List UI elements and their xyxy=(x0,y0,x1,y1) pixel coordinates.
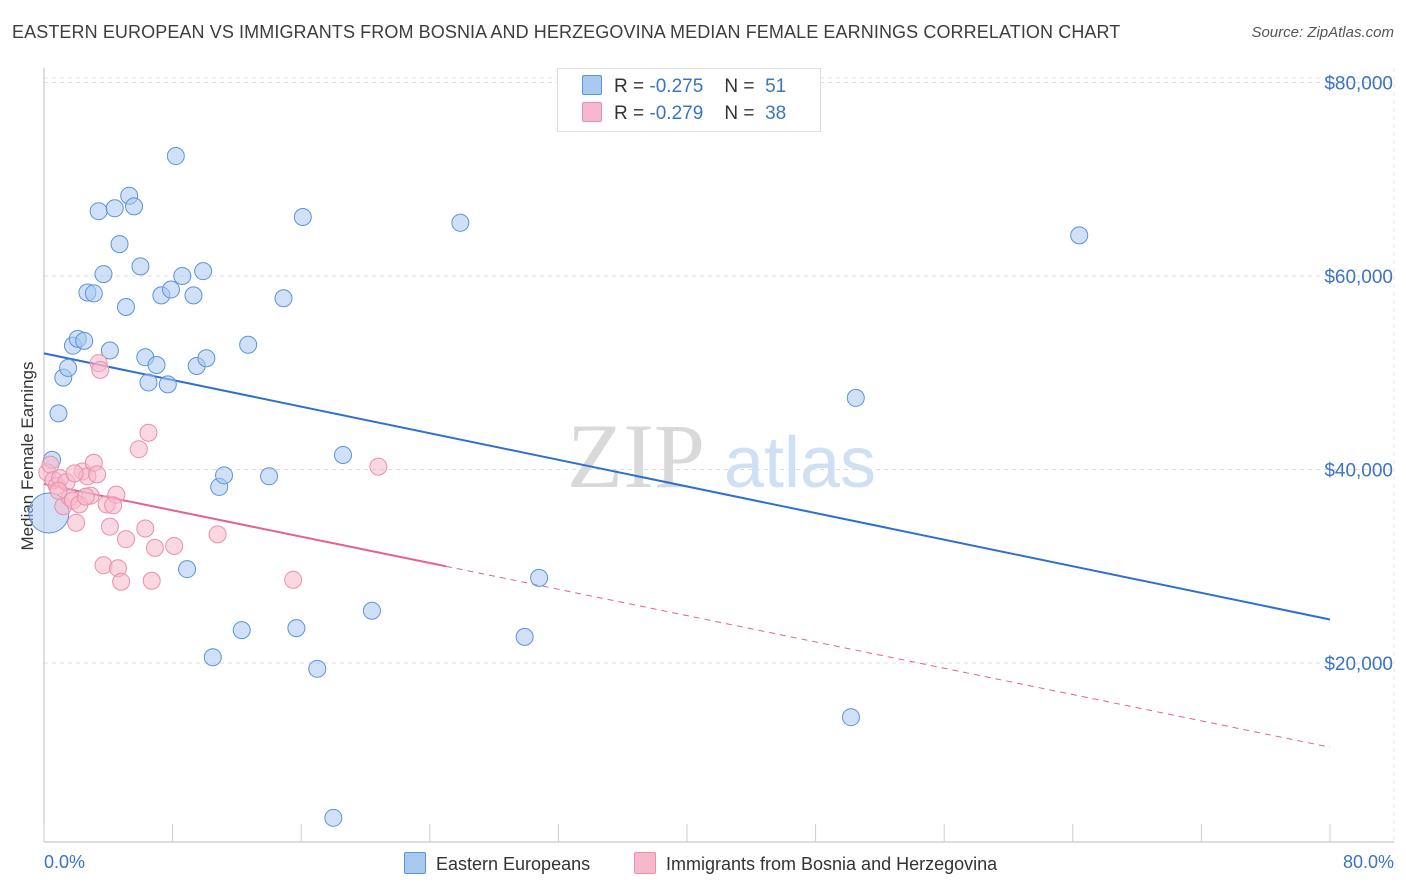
point-eastern xyxy=(89,202,108,221)
point-bosnia xyxy=(208,525,227,544)
r-value-bosnia: -0.279 xyxy=(649,103,704,124)
point-bosnia xyxy=(129,440,148,459)
point-eastern xyxy=(94,265,113,284)
chart-title: EASTERN EUROPEAN VS IMMIGRANTS FROM BOSN… xyxy=(12,22,1121,42)
point-eastern xyxy=(293,207,312,226)
y-tick-label: $20,000 xyxy=(1324,654,1393,675)
point-eastern xyxy=(274,289,293,308)
point-eastern xyxy=(49,404,68,423)
point-eastern xyxy=(125,197,144,216)
point-eastern xyxy=(203,648,222,667)
point-eastern xyxy=(161,280,180,299)
point-eastern xyxy=(84,284,103,303)
r-value-eastern: -0.275 xyxy=(649,76,704,97)
point-eastern xyxy=(59,358,78,377)
point-eastern xyxy=(147,356,166,375)
point-bosnia xyxy=(139,423,158,442)
point-eastern xyxy=(131,257,150,276)
data-points xyxy=(28,147,1089,827)
x-tick-label-min: 0.0% xyxy=(44,852,86,872)
point-bosnia xyxy=(65,464,84,483)
point-eastern xyxy=(1070,226,1089,245)
point-eastern xyxy=(166,147,185,166)
point-bosnia xyxy=(136,519,155,538)
point-eastern xyxy=(197,349,216,368)
n-value-bosnia: 38 xyxy=(765,103,787,124)
point-bosnia xyxy=(142,571,161,590)
point-bosnia xyxy=(116,530,135,549)
legend-item-eastern: Eastern Europeans xyxy=(404,852,590,876)
y-tick-label: $80,000 xyxy=(1324,74,1393,95)
point-bosnia xyxy=(112,572,131,591)
point-eastern xyxy=(530,568,549,587)
n-label: N = xyxy=(724,103,755,124)
watermark: ZIP atlas xyxy=(567,405,876,507)
point-bosnia xyxy=(76,487,95,506)
legend-row-eastern: R = -0.275 N = 51 xyxy=(582,75,786,99)
point-eastern xyxy=(194,262,213,281)
point-bosnia xyxy=(91,360,110,379)
legend-swatch-bosnia xyxy=(634,852,656,874)
source-note: Source: ZipAtlas.com xyxy=(1251,24,1394,41)
point-bosnia xyxy=(165,536,184,555)
legend-swatch-bosnia xyxy=(582,102,602,122)
point-bosnia xyxy=(104,496,123,515)
legend-label-eastern: Eastern Europeans xyxy=(436,854,591,874)
legend-row-bosnia: R = -0.279 N = 38 xyxy=(582,102,786,126)
point-eastern xyxy=(239,335,258,354)
point-eastern xyxy=(110,235,129,254)
point-eastern xyxy=(139,373,158,392)
point-eastern xyxy=(232,621,251,640)
point-eastern xyxy=(362,601,381,620)
point-eastern xyxy=(100,341,119,360)
legend-swatch-eastern xyxy=(582,75,602,95)
point-bosnia xyxy=(49,481,68,500)
point-bosnia xyxy=(100,517,119,536)
point-eastern xyxy=(260,467,279,486)
correlation-legend: R = -0.275 N = 51 R = -0.279 N = 38 xyxy=(557,68,821,132)
watermark-atlas: atlas xyxy=(724,423,876,503)
point-eastern xyxy=(173,267,192,286)
point-eastern xyxy=(287,619,306,638)
point-eastern xyxy=(515,627,534,646)
point-eastern xyxy=(324,808,343,827)
point-eastern xyxy=(105,199,124,218)
point-eastern xyxy=(846,388,865,407)
point-eastern xyxy=(184,286,203,305)
axes xyxy=(43,68,1394,843)
point-bosnia xyxy=(369,457,388,476)
gridlines xyxy=(44,68,1395,842)
point-eastern xyxy=(158,375,177,394)
point-eastern xyxy=(178,560,197,579)
point-bosnia xyxy=(67,513,86,532)
x-tick-label-max: 80.0% xyxy=(1342,852,1394,872)
point-eastern xyxy=(841,708,860,727)
y-tick-label: $40,000 xyxy=(1324,461,1393,482)
y-tick-label: $60,000 xyxy=(1324,267,1393,288)
trend-line-bosnia-extension xyxy=(445,565,1331,748)
n-value-eastern: 51 xyxy=(765,76,787,97)
point-eastern xyxy=(451,213,470,232)
legend-swatch-eastern xyxy=(404,852,426,874)
n-label: N = xyxy=(724,76,755,97)
y-tick-labels: $20,000 $40,000 $60,000 $80,000 xyxy=(1324,74,1393,676)
point-eastern xyxy=(308,659,327,678)
point-eastern xyxy=(116,297,135,316)
legend-label-bosnia: Immigrants from Bosnia and Herzegovina xyxy=(666,854,998,874)
point-bosnia xyxy=(145,538,164,557)
trend-line-eastern xyxy=(43,352,1331,621)
point-bosnia xyxy=(284,570,303,589)
point-eastern xyxy=(75,331,94,350)
r-label: R = xyxy=(614,103,645,124)
point-eastern xyxy=(215,466,234,485)
watermark-zip: ZIP xyxy=(567,405,705,507)
point-eastern xyxy=(333,446,352,464)
r-label: R = xyxy=(614,76,645,97)
point-bosnia xyxy=(88,465,107,484)
legend-item-bosnia: Immigrants from Bosnia and Herzegovina xyxy=(634,852,997,876)
